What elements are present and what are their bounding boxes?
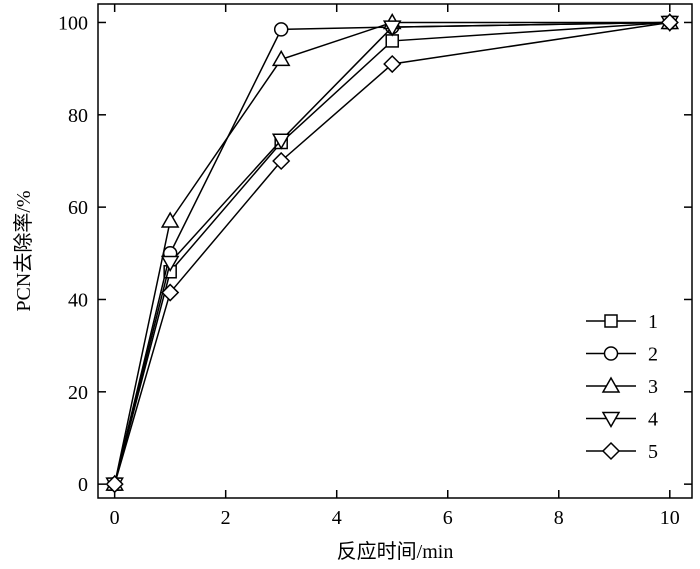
- legend-marker: [603, 346, 619, 361]
- legend-item-5: 5: [586, 441, 658, 463]
- series-layer: [105, 12, 680, 494]
- legend-label: 4: [648, 409, 658, 431]
- y-axis-label: PCN去除率/%: [12, 190, 35, 311]
- series-4: [105, 15, 680, 494]
- x-tick-label: 2: [221, 507, 231, 529]
- series-line: [113, 21, 670, 485]
- legend-item-2: 2: [586, 344, 658, 366]
- x-tick-label: 10: [660, 507, 680, 529]
- legend-marker: [601, 376, 621, 393]
- data-point: [385, 34, 399, 48]
- legend-item-4: 4: [586, 409, 658, 431]
- plot-frame: [97, 3, 693, 499]
- legend-label: 1: [648, 311, 658, 333]
- series-2: [107, 15, 678, 492]
- y-tick-label: 0: [78, 474, 88, 496]
- legend-label: 5: [648, 441, 658, 463]
- y-tick-label: 100: [58, 12, 88, 34]
- data-point: [382, 20, 402, 37]
- series-line: [113, 21, 670, 485]
- y-tick-label: 20: [68, 382, 88, 404]
- data-point: [160, 255, 180, 273]
- data-point: [271, 49, 291, 67]
- series-line: [113, 21, 670, 485]
- legend-marker: [601, 411, 621, 429]
- y-tick-label: 40: [68, 289, 88, 311]
- series-5: [105, 13, 679, 494]
- x-tick-label: 4: [332, 507, 342, 529]
- data-point: [160, 211, 180, 228]
- data-point: [383, 54, 402, 74]
- legend-label: 3: [648, 376, 658, 398]
- y-tick-label: 60: [68, 197, 88, 219]
- legend-marker: [604, 314, 618, 328]
- x-axis-label: 反应时间/min: [337, 540, 454, 563]
- legend-item-1: 1: [586, 311, 658, 333]
- data-point: [161, 283, 180, 302]
- data-point: [273, 22, 289, 37]
- y-axis-ticks: 0 20 40 60 80 100: [58, 12, 692, 496]
- legend-label: 2: [648, 344, 658, 366]
- x-tick-label: 6: [443, 507, 453, 529]
- data-point: [105, 475, 124, 494]
- data-point: [271, 133, 291, 150]
- legend-item-3: 3: [586, 376, 658, 398]
- data-point: [272, 151, 291, 171]
- legend-marker: [601, 441, 621, 461]
- data-point: [660, 13, 679, 32]
- x-tick-label: 0: [110, 507, 120, 529]
- series-line: [113, 21, 670, 485]
- x-axis-ticks: 0 2 4 6 8 10: [110, 4, 680, 529]
- legend: 1 2 3 4 5: [586, 311, 658, 463]
- y-tick-label: 80: [68, 105, 88, 127]
- series-line: [113, 21, 670, 485]
- x-tick-label: 8: [554, 507, 564, 529]
